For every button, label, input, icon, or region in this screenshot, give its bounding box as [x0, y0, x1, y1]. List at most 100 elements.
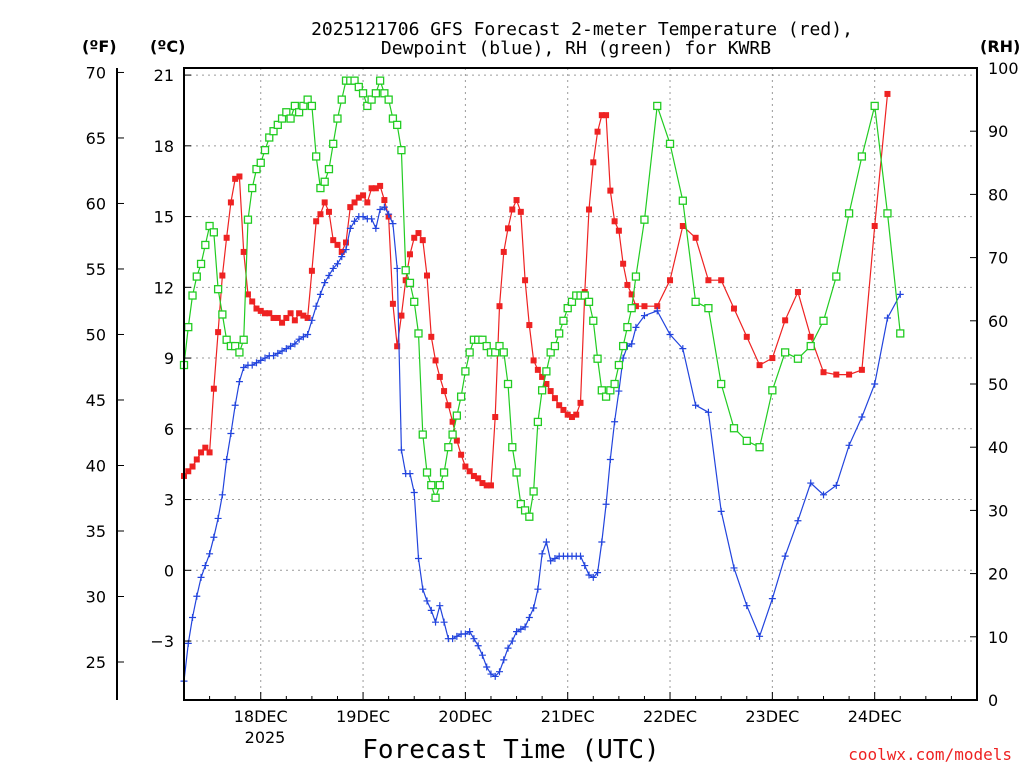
rh-point — [717, 379, 726, 389]
rh-point — [546, 348, 555, 357]
year-label: 2025 — [245, 728, 286, 747]
dewpoint-point — [478, 651, 486, 659]
rh-point — [184, 322, 193, 332]
dewpoint-point — [896, 290, 904, 298]
x-tick-label: 18DEC — [234, 707, 288, 726]
dewpoint-point — [295, 335, 303, 343]
dewpoint-point — [461, 630, 469, 638]
temperature-point — [705, 277, 712, 284]
dewpoint-point — [410, 488, 418, 496]
temperature-point — [368, 185, 375, 192]
rh-point — [265, 133, 274, 142]
temperature-point — [406, 251, 413, 258]
temperature-point — [833, 371, 840, 378]
rh-point — [495, 341, 504, 351]
dewpoint-point — [743, 602, 751, 610]
temperature-point — [730, 305, 737, 312]
rh-point — [397, 146, 406, 155]
dewpoint-point — [832, 481, 840, 489]
rh-point — [729, 424, 739, 433]
temperature-point — [185, 468, 192, 475]
temperature-point — [667, 277, 674, 284]
fahrenheit-tick-label: 50 — [86, 325, 106, 344]
temperature-point — [317, 211, 324, 218]
rh-point — [601, 392, 611, 401]
dewpoint-point — [304, 330, 312, 338]
dewpoint-point — [419, 585, 427, 593]
rh-point — [478, 335, 487, 344]
dewpoint-point — [299, 333, 307, 341]
dewpoint-point — [218, 491, 226, 499]
temperature-point — [509, 206, 516, 213]
dewpoint-point — [189, 613, 197, 621]
dewpoint-point — [338, 253, 346, 261]
temperature-point — [564, 411, 571, 418]
temperature-point — [227, 199, 234, 206]
rh-point — [260, 146, 270, 155]
temperature-point — [377, 182, 384, 189]
rh-point — [618, 341, 628, 351]
temperature-point — [513, 197, 520, 204]
dewpoint-point — [756, 632, 764, 640]
temperature-point — [389, 300, 396, 307]
rh-point — [742, 436, 751, 446]
temperature-point — [492, 414, 499, 421]
rh-point — [819, 316, 828, 325]
temperature-point — [453, 437, 460, 444]
temperature-point — [483, 482, 490, 489]
rh-point — [358, 89, 368, 98]
rh-point — [525, 512, 534, 521]
fahrenheit-tick-label: 45 — [86, 391, 106, 410]
rh-point — [286, 114, 295, 123]
rh-point — [192, 272, 201, 281]
rh-point — [196, 259, 206, 269]
dewpoint-point — [500, 656, 508, 664]
temperature-point — [283, 314, 290, 321]
temperature-point — [249, 298, 256, 305]
dewpoint-point — [359, 213, 367, 221]
temperature-point — [270, 314, 277, 321]
temperature-point — [355, 194, 362, 201]
dewpoint-point — [581, 562, 589, 570]
temperature-point — [611, 218, 618, 225]
rh-point — [243, 215, 253, 224]
temperature-point — [556, 402, 563, 409]
temperature-point — [304, 314, 311, 321]
rh-point — [491, 348, 500, 357]
dewpoint-point — [883, 314, 891, 322]
rh-point — [520, 506, 530, 515]
temperature-point — [807, 333, 814, 340]
rh-point — [456, 392, 466, 401]
celsius-tick-label: 9 — [164, 349, 174, 368]
dewpoint-point — [342, 246, 350, 254]
rh-point — [768, 386, 777, 395]
rh-point — [589, 316, 598, 325]
rh-point — [832, 272, 841, 281]
temperature-point — [505, 225, 512, 232]
rh-point — [653, 101, 662, 111]
x-tick-label: 19DEC — [336, 707, 390, 726]
rh-point — [593, 354, 602, 363]
rh-point — [896, 329, 905, 338]
rh-point — [422, 468, 432, 477]
rh-point — [755, 443, 764, 452]
temperature-point — [398, 312, 405, 319]
temperature-point — [679, 223, 686, 229]
dewpoint-point — [393, 264, 401, 272]
celsius-tick-label: 15 — [154, 208, 174, 227]
dewpoint-point — [252, 359, 260, 367]
dewpoint-point — [235, 378, 243, 386]
temperature-point — [394, 343, 401, 350]
dewpoint-point — [346, 224, 354, 232]
rh-point — [640, 215, 649, 224]
temperature-point — [415, 230, 422, 237]
dewpoint-point — [427, 606, 435, 614]
dewpoint-point — [547, 557, 555, 565]
dewpoint-point — [491, 672, 499, 680]
rh-point — [201, 240, 210, 250]
temperature-point — [884, 90, 891, 97]
temperature-point — [215, 329, 222, 336]
rh-point — [461, 367, 470, 376]
temperature-point — [692, 234, 699, 241]
chart-title-line1: 2025121706 GFS Forecast 2-meter Temperat… — [311, 19, 853, 40]
